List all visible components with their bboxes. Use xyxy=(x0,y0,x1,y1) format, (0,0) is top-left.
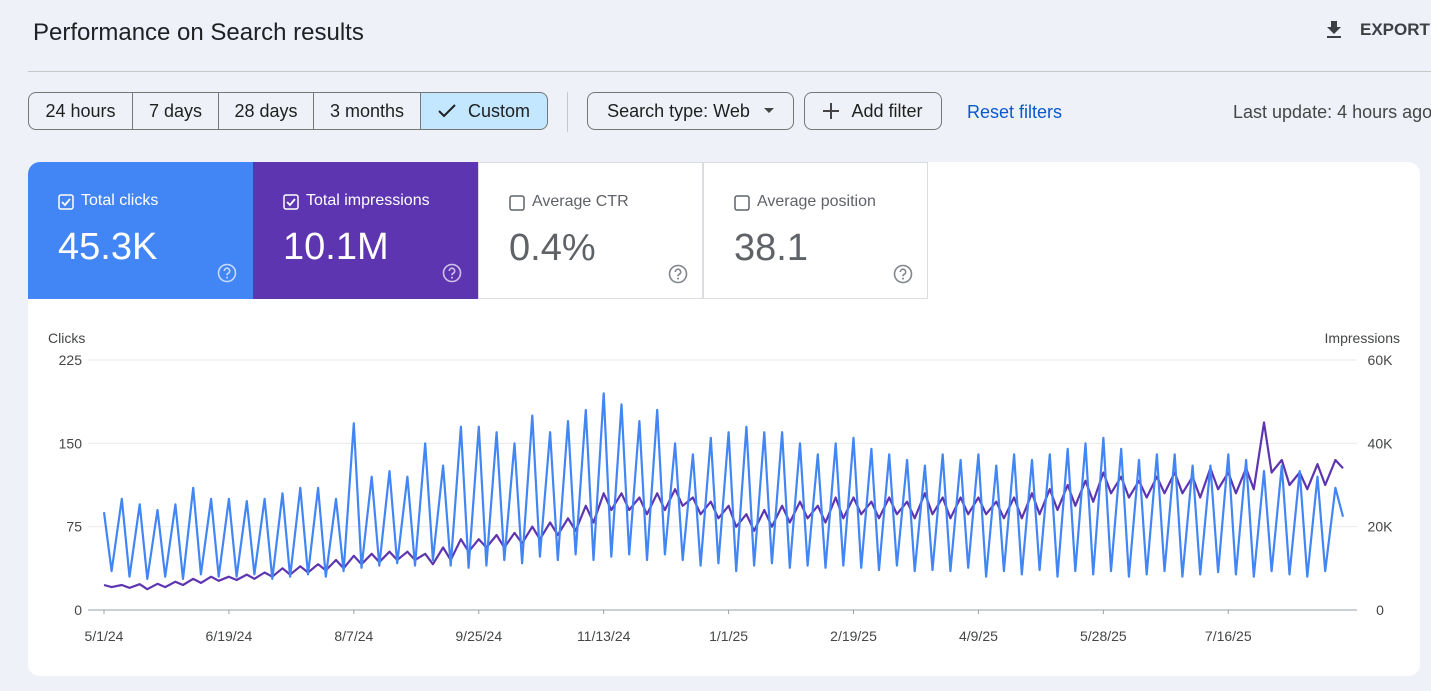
metric-value: 45.3K xyxy=(58,226,158,268)
metric-value: 0.4% xyxy=(509,227,596,269)
help-dot xyxy=(226,276,228,279)
metric-value: 38.1 xyxy=(734,227,808,269)
add-filter-button[interactable]: Add filter xyxy=(804,92,942,130)
checkbox-box xyxy=(58,194,74,210)
page-title: Performance on Search results xyxy=(33,19,364,46)
x-tick-label: 5/1/24 xyxy=(85,628,124,644)
help-circle xyxy=(893,264,913,284)
x-tick-label: 6/19/24 xyxy=(206,628,253,644)
help-mark xyxy=(899,268,907,277)
help-mark xyxy=(448,267,456,276)
help-dot xyxy=(902,277,904,280)
date-range-label: 7 days xyxy=(148,100,203,121)
date-range-button[interactable]: 28 days xyxy=(218,92,314,130)
metric-value: 10.1M xyxy=(283,226,389,268)
checkbox xyxy=(58,194,74,210)
x-tick-label: 2/19/25 xyxy=(830,628,877,644)
checkbox-box xyxy=(734,195,750,211)
date-range-label: 24 hours xyxy=(45,100,116,121)
dropdown-arrow xyxy=(763,108,774,113)
x-tick-label: 11/13/24 xyxy=(577,628,631,644)
checkbox xyxy=(734,195,750,211)
y-tick-label: 75 xyxy=(66,519,82,535)
download-icon xyxy=(1327,21,1341,38)
metric-label: Total impressions xyxy=(306,192,430,209)
y2-tick-label: 40K xyxy=(1368,435,1394,451)
x-tick-label: 5/28/25 xyxy=(1080,628,1127,644)
date-range-label: Custom xyxy=(467,100,530,121)
y2-tick-label: 20K xyxy=(1368,519,1394,535)
last-update: Last update: 4 hours ago xyxy=(1233,102,1431,122)
y-tick-label: 225 xyxy=(59,352,83,368)
check xyxy=(438,104,456,118)
help-circle xyxy=(217,263,237,283)
date-range-label: 28 days xyxy=(234,100,298,121)
checkbox-tick xyxy=(61,198,71,207)
x-tick-label: 1/1/25 xyxy=(709,628,748,644)
x-tick-label: 4/9/25 xyxy=(959,628,998,644)
date-range-button[interactable]: 3 months xyxy=(313,92,421,130)
help-icon xyxy=(442,263,462,283)
y2-tick-label: 60K xyxy=(1368,352,1394,368)
metric-label: Average CTR xyxy=(532,193,629,210)
help-icon xyxy=(668,264,688,284)
metric-card[interactable]: Average position 38.1 xyxy=(703,162,928,299)
export-button[interactable]: EXPORT xyxy=(1322,18,1430,42)
x-tick-label: 9/25/24 xyxy=(455,628,502,644)
plus-icon xyxy=(823,103,840,119)
checkbox xyxy=(283,194,299,210)
search-type-label: Search type: Web xyxy=(607,100,750,121)
checkbox-tick xyxy=(286,198,296,207)
reset-filters-link[interactable]: Reset filters xyxy=(967,102,1063,122)
add-filter-label: Add filter xyxy=(851,100,923,121)
checkbox xyxy=(509,195,525,211)
y-tick-label: 150 xyxy=(59,435,83,451)
help-dot xyxy=(677,277,679,280)
metric-card[interactable]: Total clicks 45.3K xyxy=(28,162,253,299)
separator xyxy=(567,92,568,132)
check-icon xyxy=(438,104,456,118)
x-tick-label: 8/7/24 xyxy=(334,628,373,644)
help-mark xyxy=(674,268,682,277)
divider xyxy=(28,71,1431,72)
y2-tick-label: 0 xyxy=(1376,602,1384,618)
series-line xyxy=(102,392,1345,580)
y-axis-title: Clicks xyxy=(48,330,85,346)
checkbox-box xyxy=(509,195,525,211)
y-tick-label: 0 xyxy=(74,602,82,618)
metric-label: Average position xyxy=(757,193,876,210)
search-type-button[interactable]: Search type: Web xyxy=(587,92,794,130)
checkbox-box xyxy=(283,194,299,210)
date-range-button[interactable]: 24 hours xyxy=(28,92,133,130)
date-range-label: 3 months xyxy=(329,100,405,121)
help-icon xyxy=(893,264,913,284)
metric-label: Total clicks xyxy=(81,192,159,209)
date-range-button[interactable]: Custom xyxy=(420,92,548,130)
help-dot xyxy=(451,276,453,279)
metric-card[interactable]: Total impressions 10.1M xyxy=(253,162,478,299)
export-label: EXPORT xyxy=(1360,20,1430,39)
x-tick-label: 7/16/25 xyxy=(1205,628,1252,644)
date-range-button[interactable]: 7 days xyxy=(132,92,219,130)
metric-card[interactable]: Average CTR 0.4% xyxy=(478,162,703,299)
help-mark xyxy=(223,267,231,276)
help-icon xyxy=(217,263,237,283)
help-circle xyxy=(668,264,688,284)
y2-axis-title: Impressions xyxy=(1325,330,1400,346)
help-circle xyxy=(442,263,462,283)
